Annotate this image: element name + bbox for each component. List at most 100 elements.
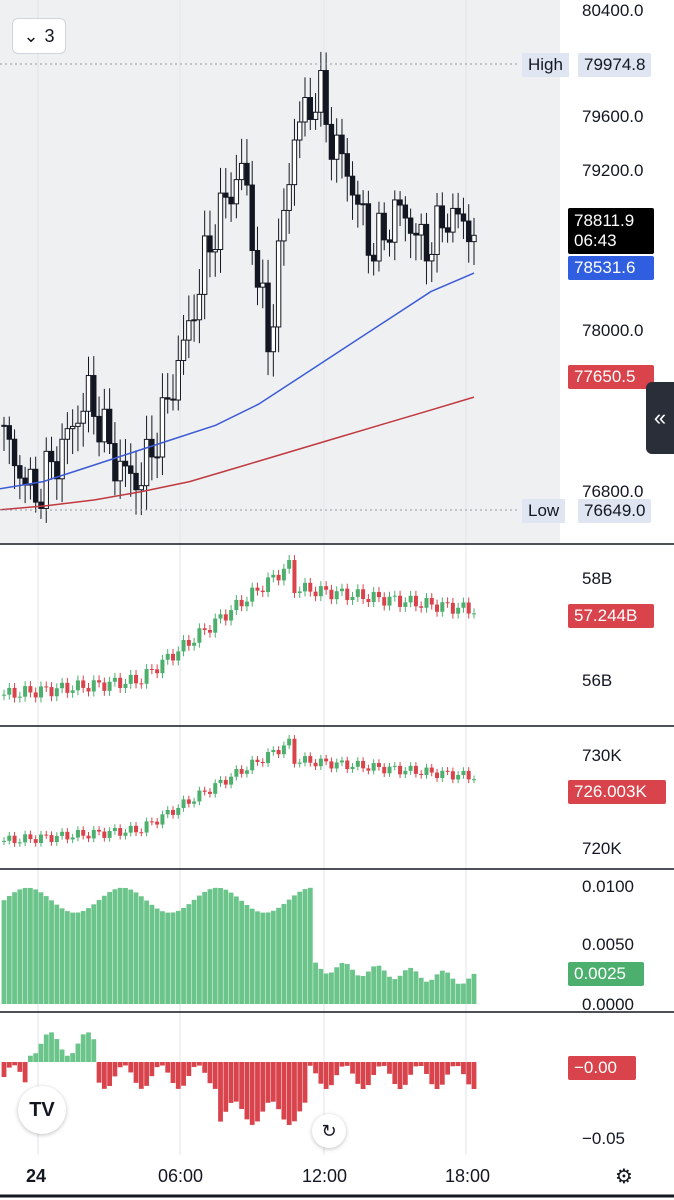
mini-candle-body <box>260 590 265 593</box>
candle-body <box>186 320 192 341</box>
mini-candle-body <box>318 586 323 597</box>
mini-candle-body <box>382 597 387 606</box>
mini-candle-body <box>65 831 70 840</box>
oscillator-bar <box>123 1062 128 1066</box>
candle-body <box>207 235 213 253</box>
histogram-bar <box>64 911 70 1004</box>
mini-candle-body <box>7 835 12 841</box>
mini-candle-body <box>91 680 96 692</box>
mini-candle-body <box>281 745 286 755</box>
histogram-bar <box>313 962 318 1004</box>
histogram-bar <box>186 904 192 1004</box>
mini-candle-body <box>376 763 381 767</box>
candle-body <box>370 254 377 262</box>
mini-candle-body <box>186 640 191 646</box>
candle-body <box>201 235 208 295</box>
candle-body <box>122 460 129 467</box>
histogram-bar <box>339 962 345 1004</box>
mini-candle-body <box>86 835 91 839</box>
histogram-bar <box>302 889 308 1004</box>
mini-candle-body <box>239 769 244 774</box>
pane-5 <box>1 1032 477 1125</box>
oscillator-bar <box>165 1062 171 1073</box>
candle-body <box>85 375 92 412</box>
mini-candle-body <box>155 669 160 674</box>
settings-icon[interactable]: ⚙ <box>615 1165 633 1188</box>
histogram-bar <box>471 973 477 1004</box>
histogram-bar <box>12 892 17 1004</box>
histogram-bar <box>455 983 461 1004</box>
histogram-bar <box>450 978 456 1004</box>
mini-candle-body <box>392 595 397 597</box>
mini-candle-body <box>123 832 128 836</box>
candle-body <box>307 97 313 120</box>
mini-candle-body <box>149 669 154 671</box>
pane4-axis-label: 0.0100 <box>582 877 634 896</box>
histogram-bar <box>360 976 366 1004</box>
oscillator-bar <box>260 1062 266 1112</box>
mini-candle-body <box>192 642 197 646</box>
mini-candle-body <box>155 821 160 825</box>
mini-candle-body <box>419 606 424 608</box>
pane2-axis-label: 56B <box>582 671 612 690</box>
histogram-bar <box>334 967 340 1004</box>
mini-candle-body <box>445 770 450 772</box>
double-chevron-left-icon[interactable]: « <box>646 382 674 454</box>
mini-candle-body <box>387 766 392 774</box>
mini-candle-body <box>403 602 408 607</box>
histogram-bar <box>22 887 28 1004</box>
candle-body <box>165 397 171 400</box>
price-axis-label: 78000.0 <box>582 321 643 340</box>
mini-candle-body <box>102 682 107 691</box>
mini-candle-body <box>435 772 440 779</box>
histogram-bar <box>297 891 303 1004</box>
mini-candle-body <box>81 830 86 836</box>
reset-icon[interactable]: ↻ <box>312 1114 346 1148</box>
candle-body <box>429 253 435 262</box>
mini-candle-body <box>165 809 170 815</box>
histogram-bar <box>218 888 223 1004</box>
tradingview-logo[interactable]: TV <box>18 1086 66 1134</box>
histogram-bar <box>429 979 435 1004</box>
oscillator-bar <box>196 1062 202 1066</box>
oscillator-bar <box>80 1034 86 1062</box>
candle-body <box>450 207 456 233</box>
candle-body <box>244 162 250 186</box>
candle-body <box>455 207 461 215</box>
pane4-axis-label: 0.0050 <box>582 935 634 954</box>
oscillator-bar <box>128 1062 134 1073</box>
time-axis-label: 24 <box>26 1166 47 1186</box>
histogram-bar <box>138 896 144 1004</box>
mini-candle-body <box>461 770 466 775</box>
pane-2 <box>2 555 476 703</box>
candle-body <box>180 339 187 362</box>
mini-candle-body <box>12 687 17 698</box>
histogram-bar <box>408 967 414 1004</box>
candle-body <box>91 375 97 417</box>
mini-candle-body <box>371 763 376 771</box>
oscillator-bar <box>286 1062 292 1125</box>
oscillator-bar <box>101 1062 107 1089</box>
candle-body <box>133 472 139 491</box>
histogram-bar <box>112 889 118 1004</box>
candle-body <box>439 205 446 229</box>
candle-body <box>143 438 150 487</box>
time-axis-label: 18:00 <box>445 1166 491 1186</box>
histogram-bar <box>344 963 350 1004</box>
mini-candle-body <box>419 773 424 775</box>
mini-candle-body <box>303 582 308 592</box>
oscillator-bar <box>138 1062 144 1089</box>
mini-candle-body <box>139 832 144 834</box>
candle-body <box>75 422 81 427</box>
collapse-indicators-button[interactable]: ⌄ 3 <box>12 18 66 54</box>
pane-4 <box>1 887 477 1004</box>
mini-candle-body <box>350 596 355 601</box>
low-value-tag: 76649.0 <box>578 499 652 523</box>
candle-body <box>392 199 398 243</box>
histogram-bar <box>239 900 245 1004</box>
candle-body <box>212 249 218 253</box>
candle-body <box>69 425 76 430</box>
mini-candle-body <box>450 602 455 614</box>
pane4-axis-label: 0.0000 <box>582 995 634 1014</box>
